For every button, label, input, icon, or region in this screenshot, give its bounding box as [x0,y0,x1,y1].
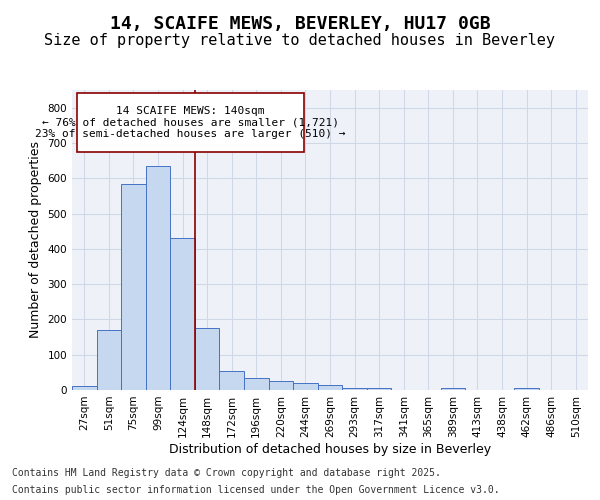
Bar [440,388,465,390]
Text: 14, SCAIFE MEWS, BEVERLEY, HU17 0GB: 14, SCAIFE MEWS, BEVERLEY, HU17 0GB [110,15,490,33]
Bar [514,388,539,390]
Bar [72,386,97,390]
Bar [97,330,121,390]
Bar [195,328,220,390]
Bar [293,383,318,390]
Bar [121,184,146,390]
Bar [146,166,170,390]
FancyBboxPatch shape [77,93,304,152]
Bar [367,388,391,390]
Bar [170,238,195,390]
Bar [244,378,269,390]
Y-axis label: Number of detached properties: Number of detached properties [29,142,42,338]
Text: Contains HM Land Registry data © Crown copyright and database right 2025.: Contains HM Land Registry data © Crown c… [12,468,441,477]
Text: Size of property relative to detached houses in Beverley: Size of property relative to detached ho… [44,32,556,48]
Bar [342,388,367,390]
Text: 14 SCAIFE MEWS: 140sqm
← 76% of detached houses are smaller (1,721)
23% of semi-: 14 SCAIFE MEWS: 140sqm ← 76% of detached… [35,106,346,139]
Bar [318,384,342,390]
Bar [269,381,293,390]
Text: Contains public sector information licensed under the Open Government Licence v3: Contains public sector information licen… [12,485,500,495]
Bar [220,370,244,390]
X-axis label: Distribution of detached houses by size in Beverley: Distribution of detached houses by size … [169,442,491,456]
